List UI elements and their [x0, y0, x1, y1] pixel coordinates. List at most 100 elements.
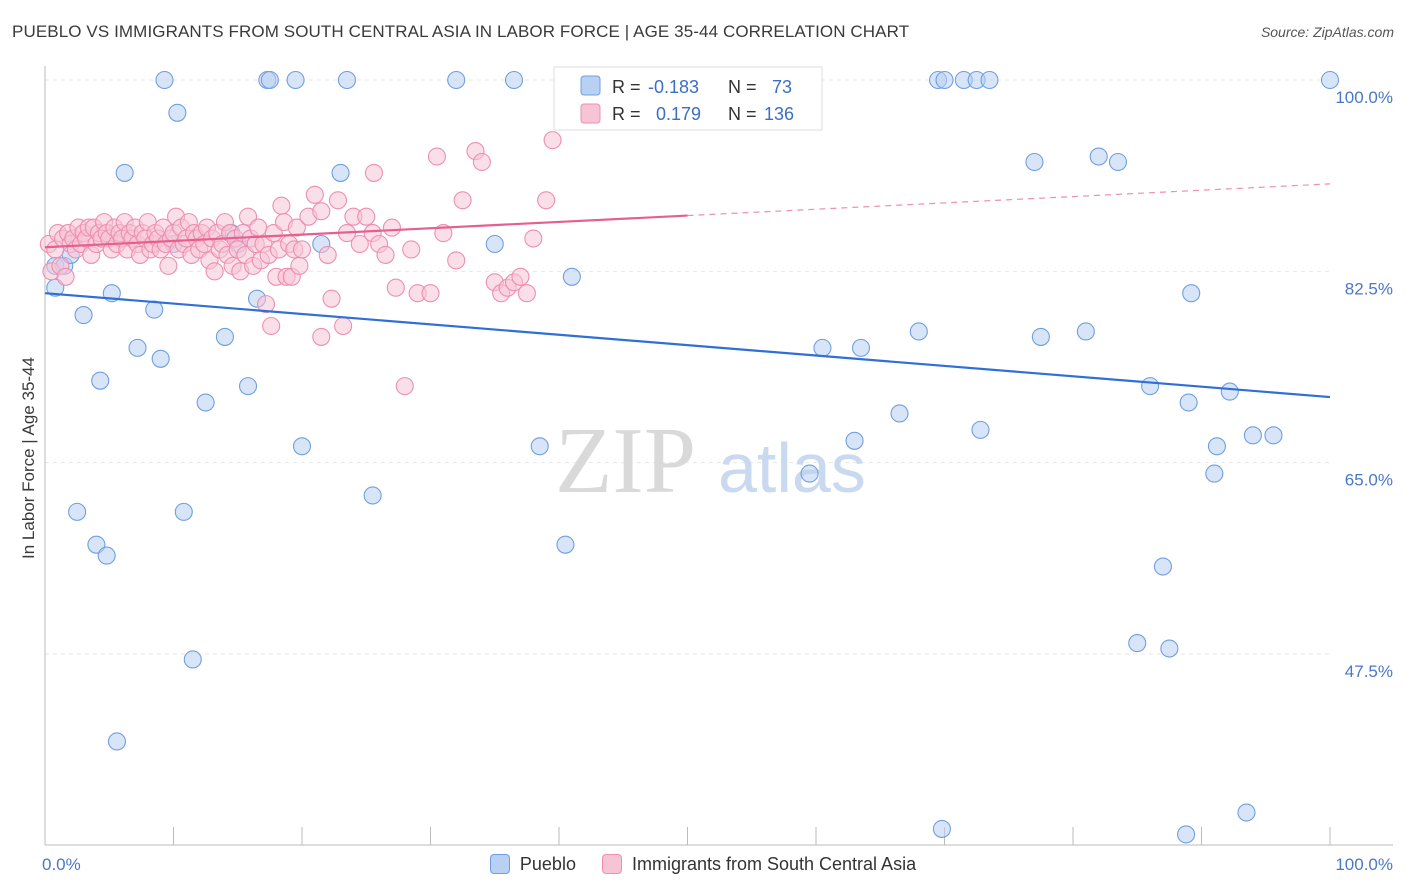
pueblo-point-39	[562, 267, 581, 286]
immigrants-point-104	[322, 289, 341, 308]
immigrants-point-103	[318, 245, 337, 264]
pueblo-point-18	[174, 502, 193, 521]
immigrants-point-106	[334, 316, 353, 336]
immigrants-point-98	[292, 240, 312, 259]
legend-item-pueblo: Pueblo	[489, 853, 576, 875]
immigrants-point-114	[376, 245, 395, 264]
pueblo-point-41	[813, 338, 832, 357]
immigrants-point-118	[402, 240, 421, 259]
pueblo-point-40	[800, 464, 819, 483]
pueblo-point-48	[935, 70, 954, 90]
pueblo-point-29	[292, 437, 312, 456]
chart-title: PUEBLO VS IMMIGRANTS FROM SOUTH CENTRAL …	[12, 22, 910, 41]
pueblo-point-53	[1025, 152, 1044, 172]
y-tick-labels: 100.0% 82.5% 65.0% 47.5%	[1335, 88, 1393, 681]
stats-r-immigrants: 0.179	[656, 104, 701, 124]
immigrants-point-135	[543, 131, 562, 150]
immigrants-point-86	[262, 316, 281, 336]
pueblo-point-20	[196, 393, 215, 412]
immigrants-point-124	[453, 191, 472, 210]
immigrants-point-110	[357, 207, 376, 226]
stats-swatch-immigrants	[580, 103, 601, 124]
pueblo-point-44	[890, 404, 909, 423]
pueblo-point-36	[504, 70, 524, 90]
pueblo-point-47	[932, 819, 951, 838]
pueblo-point-70	[1264, 426, 1283, 445]
series-immigrants	[39, 131, 562, 396]
watermark: ZIP atlas	[555, 409, 866, 513]
stats-n-pueblo: 73	[772, 77, 792, 97]
pueblo-point-42	[845, 431, 864, 450]
stats-legend: R = -0.183 N = 73 R = 0.179 N = 136	[553, 66, 823, 131]
immigrants-point-134	[537, 191, 556, 210]
immigrants-point-132	[517, 284, 536, 303]
pueblo-point-19	[183, 650, 202, 669]
series-pueblo	[46, 70, 1340, 844]
pueblo-point-55	[1076, 322, 1095, 341]
immigrants-point-100	[305, 185, 324, 204]
pueblo-point-7	[91, 371, 110, 390]
pueblo-point-52	[980, 70, 999, 90]
pueblo-point-27	[260, 70, 279, 90]
pueblo-point-57	[1108, 152, 1128, 172]
y-tick-label-0: 100.0%	[1335, 88, 1393, 107]
pueblo-point-28	[286, 70, 305, 90]
pueblo-point-59	[1141, 377, 1160, 396]
pueblo-point-43	[851, 338, 871, 357]
y-tick-label-1: 82.5%	[1345, 279, 1393, 298]
pueblo-point-45	[909, 322, 928, 341]
immigrants-point-109	[350, 234, 369, 254]
pueblo-point-68	[1237, 803, 1256, 822]
immigrants-point-112	[364, 163, 384, 182]
pueblo-point-67	[1220, 382, 1239, 401]
legend-swatch-pueblo	[489, 854, 510, 874]
pueblo-point-61	[1160, 639, 1179, 658]
pueblo-point-63	[1179, 393, 1198, 412]
immigrants-point-101	[312, 327, 331, 346]
pueblo-point-10	[107, 732, 127, 751]
pueblo-point-32	[337, 70, 357, 90]
watermark-atlas: atlas	[718, 429, 866, 507]
pueblo-point-12	[128, 338, 147, 357]
y-axis-title: In Labor Force | Age 35-44	[19, 357, 38, 559]
pueblo-point-11	[115, 163, 134, 182]
legend-label-pueblo: Pueblo	[519, 853, 576, 874]
pueblo-point-71	[1320, 70, 1340, 90]
pueblo-point-17	[168, 103, 187, 122]
stats-r-label-pueblo: R =	[612, 77, 641, 97]
pueblo-point-69	[1243, 426, 1262, 445]
immigrants-point-64	[205, 262, 224, 281]
immigrants-point-84	[256, 295, 276, 314]
pueblo-point-33	[363, 486, 382, 505]
y-tick-label-2: 65.0%	[1345, 471, 1393, 490]
pueblo-point-54	[1031, 327, 1050, 346]
pueblo-point-31	[331, 163, 350, 182]
pueblo-point-14	[151, 349, 170, 368]
immigrants-point-81	[249, 218, 268, 237]
series-legend: Pueblo Immigrants from South Central Asi…	[0, 851, 1406, 877]
immigrants-point-116	[386, 278, 405, 297]
stats-r-label-immigrants: R =	[612, 104, 641, 124]
immigrants-point-102	[312, 202, 331, 221]
pueblo-point-13	[145, 300, 164, 319]
immigrants-point-123	[447, 251, 466, 270]
pueblo-point-60	[1153, 557, 1172, 576]
pueblo-point-8	[97, 546, 116, 565]
trend-line-immigrants-dashed	[687, 183, 1331, 217]
stats-n-label-immigrants: N =	[728, 104, 757, 124]
immigrants-point-121	[427, 147, 446, 166]
immigrants-point-131	[511, 267, 530, 286]
pueblo-point-56	[1089, 147, 1108, 166]
pueblo-point-58	[1128, 634, 1147, 653]
legend-swatch-immigrants	[601, 854, 622, 874]
source-label: Source: ZipAtlas.com	[1260, 24, 1394, 40]
immigrants-point-46	[159, 256, 178, 275]
legend-item-immigrants: Immigrants from South Central Asia	[601, 854, 916, 875]
pueblo-point-4	[68, 502, 87, 521]
stats-n-label-pueblo: N =	[728, 77, 757, 97]
pueblo-point-15	[155, 70, 174, 90]
trend-line-immigrants-solid	[44, 214, 688, 249]
immigrants-point-105	[328, 191, 348, 210]
y-tick-label-3: 47.5%	[1345, 662, 1393, 681]
